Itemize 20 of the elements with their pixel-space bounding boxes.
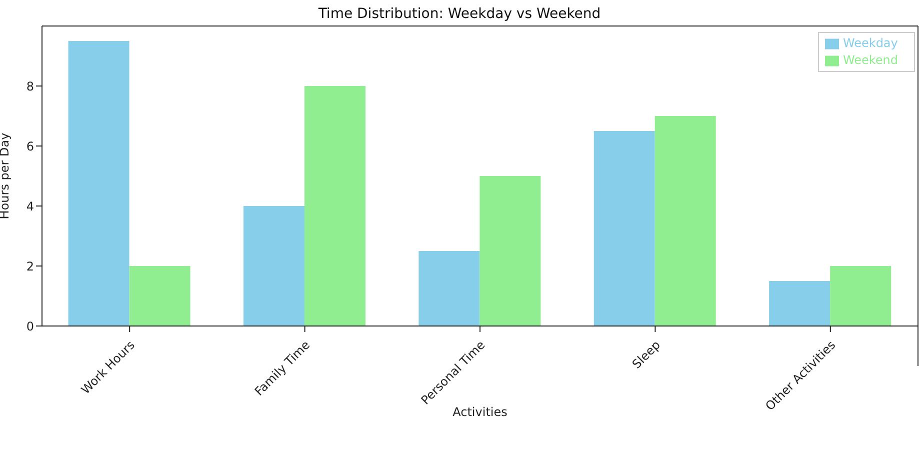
y-tick-label: 2 <box>26 259 34 274</box>
y-tick-label: 4 <box>26 199 34 214</box>
bar <box>830 266 892 326</box>
bar <box>243 206 304 326</box>
bar <box>304 86 366 326</box>
bar <box>594 131 655 326</box>
bar <box>418 251 480 326</box>
bar <box>654 116 716 326</box>
y-axis-title: Hours per Day <box>0 132 12 220</box>
chart-title: Time Distribution: Weekday vs Weekend <box>317 6 602 22</box>
x-axis-title: Activities <box>452 405 508 419</box>
bar <box>480 176 541 326</box>
bar <box>129 266 190 326</box>
bar <box>68 41 130 326</box>
legend-label: Weekend <box>842 53 898 67</box>
legend-label: Weekday <box>842 36 898 50</box>
bar <box>769 281 830 326</box>
y-tick-label: 8 <box>26 79 34 94</box>
y-tick-label: 0 <box>26 319 34 334</box>
y-tick-label: 6 <box>26 139 34 154</box>
